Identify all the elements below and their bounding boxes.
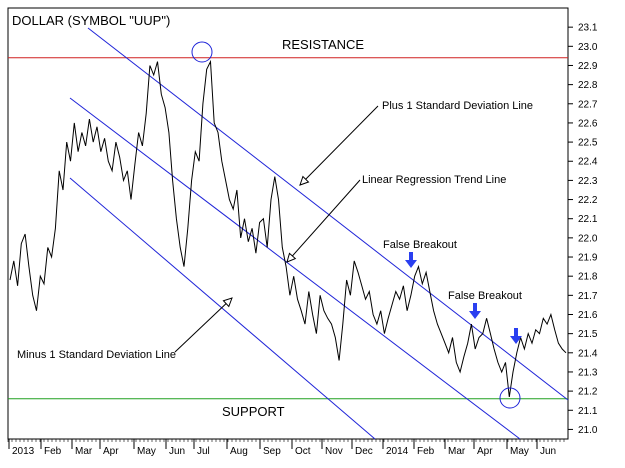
x-tick-label-10: Nov [325, 446, 343, 457]
y-tick-label-1: 21.1 [578, 406, 598, 417]
x-tick-label-11: Dec [355, 446, 373, 457]
plus-sd-pointer [299, 105, 379, 186]
y-tick-label-20: 23.0 [578, 42, 598, 53]
y-tick-label-6: 21.6 [578, 310, 598, 321]
y-tick-label-5: 21.5 [578, 329, 598, 340]
false-breakout-arrow-1-stem [409, 252, 413, 261]
regression-pointer [286, 179, 361, 263]
x-tick-label-5: Jun [169, 446, 185, 457]
x-tick-label-3: Apr [103, 446, 119, 457]
regression-line [69, 97, 521, 440]
y-tick-label-8: 21.8 [578, 272, 598, 283]
y-tick-label-15: 22.5 [578, 138, 598, 149]
price-line [9, 59, 567, 397]
y-tick-label-4: 21.4 [578, 348, 598, 359]
plus-sd-line [87, 27, 569, 401]
regression-pointer-head [286, 252, 297, 263]
chart-title: DOLLAR (SYMBOL "UUP") [12, 13, 170, 28]
y-tick-label-0: 21.0 [578, 425, 598, 436]
false-breakout-label-2: False Breakout [448, 290, 522, 302]
y-tick-label-11: 22.1 [578, 214, 598, 225]
x-tick-label-4: May [137, 446, 156, 457]
minus-sd-pointer-shaft [174, 297, 233, 353]
y-tick-label-12: 22.2 [578, 195, 598, 206]
x-tick-label-8: Sep [263, 446, 281, 457]
regression-pointer-shaft [286, 179, 361, 263]
breakout-arrow-3-head [510, 336, 522, 344]
x-tick-label-13: Feb [417, 446, 435, 457]
x-tick-label-1: Feb [44, 446, 62, 457]
x-tick-label-0: 2013 [12, 446, 35, 457]
x-tick-label-2: Mar [75, 446, 93, 457]
y-tick-label-13: 22.3 [578, 176, 598, 187]
x-tick-label-6: Jul [197, 446, 210, 457]
support-label: SUPPORT [222, 404, 285, 419]
x-tick-label-17: Jun [540, 446, 556, 457]
y-tick-label-14: 22.4 [578, 157, 598, 168]
false-breakout-arrow-2-stem [473, 303, 477, 312]
support-touch-circle [499, 387, 521, 409]
y-tick-label-2: 21.2 [578, 387, 598, 398]
y-tick-label-7: 21.7 [578, 291, 598, 302]
y-tick-label-21: 23.1 [578, 23, 598, 34]
resistance-touch-circle [191, 41, 213, 63]
plus-sd-pointer-shaft [299, 105, 379, 186]
minus-sd-pointer-head [222, 297, 233, 308]
x-tick-label-15: Apr [477, 446, 493, 457]
plus-sd-pointer-head [299, 175, 310, 186]
false-breakout-label-1: False Breakout [383, 239, 457, 251]
minus-sd-pointer [174, 297, 233, 353]
minus-sd-label: Minus 1 Standard Deviation Line [17, 349, 176, 361]
x-tick-label-9: Oct [295, 446, 311, 457]
false-breakout-arrow-2-head [469, 311, 481, 319]
y-tick-label-9: 21.9 [578, 253, 598, 264]
false-breakout-arrow-2 [469, 303, 481, 319]
x-tick-label-14: Mar [448, 446, 466, 457]
regression-label: Linear Regression Trend Line [362, 174, 506, 186]
false-breakout-arrow-1 [405, 252, 417, 268]
breakout-arrow-3 [510, 328, 522, 344]
plus-sd-label: Plus 1 Standard Deviation Line [382, 100, 533, 112]
y-tick-label-16: 22.6 [578, 118, 598, 129]
x-tick-label-12: 2014 [386, 446, 409, 457]
false-breakout-arrow-1-head [405, 260, 417, 268]
minus-sd-line [69, 177, 376, 440]
y-tick-label-3: 21.3 [578, 367, 598, 378]
y-tick-label-17: 22.7 [578, 99, 598, 110]
y-tick-label-18: 22.8 [578, 80, 598, 91]
y-tick-label-19: 22.9 [578, 61, 598, 72]
breakout-arrow-3-stem [514, 328, 518, 337]
resistance-label: RESISTANCE [282, 37, 364, 52]
y-tick-label-10: 22.0 [578, 233, 598, 244]
x-tick-label-16: May [510, 446, 529, 457]
x-tick-label-7: Aug [230, 446, 248, 457]
